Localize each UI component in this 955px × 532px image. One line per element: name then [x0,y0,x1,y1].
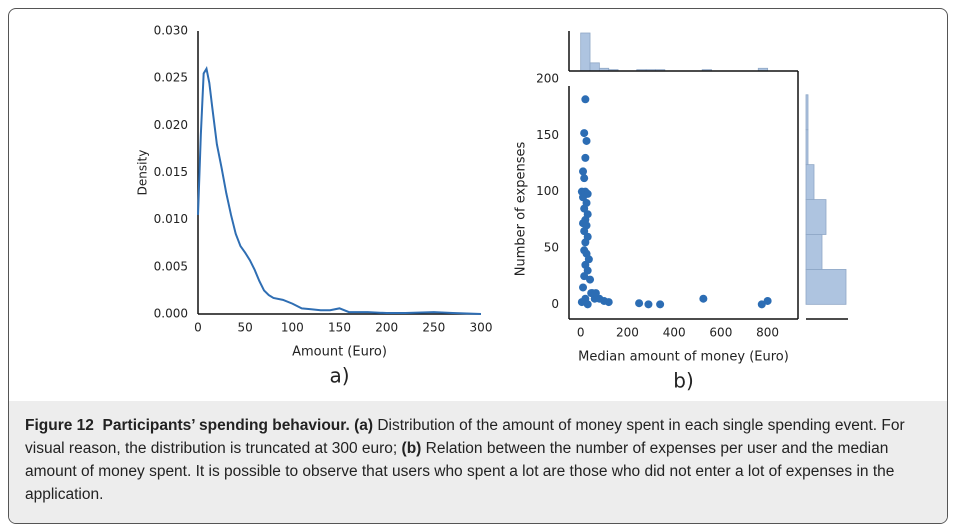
scatter-point [580,174,589,183]
part-text: Distribution of the amount of money spen… [25,417,905,457]
density-line [197,65,482,315]
right-histogram-bar [805,234,823,270]
scatter-point [604,298,613,307]
scatter-point [644,300,653,309]
panel-label: b) [673,369,694,393]
right-histogram-bar [805,94,809,131]
y-tick-label: 150 [536,128,559,142]
x-tick-label: 200 [616,326,639,340]
y-tick-label: 0.010 [154,212,188,226]
scatter-point [579,283,588,292]
y-tick-label: 0.020 [154,118,188,132]
x-tick-label: 250 [422,321,445,335]
right-histogram-bar [805,269,847,305]
part-label: (b) [401,440,422,457]
x-tick-label: 0 [194,321,202,335]
scatter-point [656,300,665,309]
scatter-point [581,238,590,247]
figure-number: Figure 12 [25,417,94,434]
x-tick-label: 200 [375,321,398,335]
y-tick-label: 0 [551,297,559,311]
part-label: (a) [354,417,374,434]
scatter-point [763,296,772,305]
x-tick-label: 100 [281,321,304,335]
top-histogram-bar [589,62,600,72]
y-tick-label: 0.030 [154,24,188,38]
y-tick-label: 0.015 [154,165,188,179]
x-tick-label: 150 [328,321,351,335]
scatter-point [581,153,590,162]
scatter-point [586,275,595,284]
right-histogram-bar [805,129,809,166]
x-tick-label: 0 [577,326,585,340]
y-tick-label: 0.005 [154,259,188,273]
scatter-point [635,299,644,308]
y-tick-label: 100 [536,184,559,198]
x-tick-label: 50 [238,321,253,335]
scatter-point [582,136,591,145]
x-axis-label: Median amount of money (Euro) [578,350,789,365]
scatter-point [579,167,588,176]
charts: 0.000 0.005 0.010 0.015 0.020 0.025 0.030 0 50 10… [136,24,848,393]
x-axis-label: Amount (Euro) [292,345,387,360]
y-axis-label: Density [136,150,150,196]
top-histogram-bar [580,32,591,72]
y-axis-label: Number of expenses [514,142,529,277]
right-histogram-bar [805,199,827,235]
figure-frame: 0.000 0.005 0.010 0.015 0.020 0.025 0.030 0 50 10… [8,8,948,524]
y-tick-label: 50 [544,241,559,255]
x-tick-label: 300 [470,321,493,335]
caption: Figure 12 Participants’ spending behavio… [9,401,947,523]
y-tick-label: 200 [536,72,559,86]
part-text: Relation between the number of expenses … [25,440,895,503]
figure-title: Participants’ spending behaviour. [102,417,350,434]
scatter-point [580,272,589,281]
x-tick-label: 800 [756,326,779,340]
scatter-point [581,95,590,104]
scatter-point [591,289,600,298]
panel-label: a) [329,364,349,388]
y-tick-label: 0.025 [154,71,188,85]
scatter-point [580,129,589,138]
x-tick-label: 400 [663,326,686,340]
x-tick-label: 600 [709,326,732,340]
scatter-point [577,298,586,307]
right-histogram-bar [805,164,815,200]
scatter-point [699,294,708,303]
scatter-point [757,300,766,309]
y-tick-label: 0.000 [154,307,188,321]
